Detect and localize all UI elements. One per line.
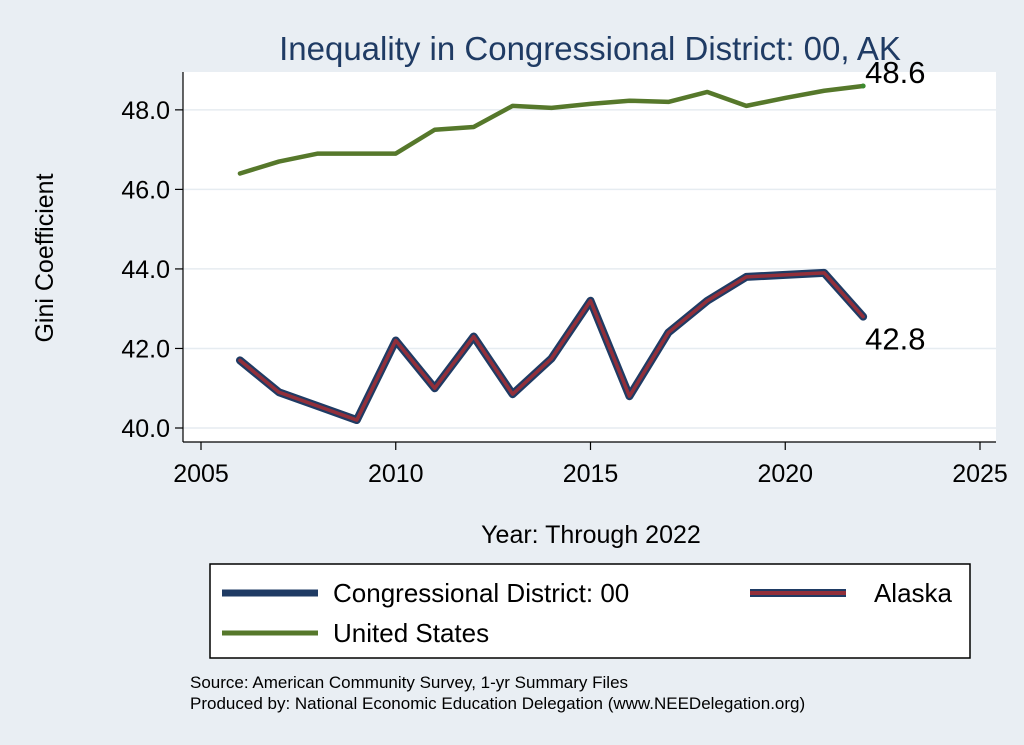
y-tick-label-0: 40.0 [121, 415, 170, 443]
x-tick-label-0: 2005 [173, 460, 229, 488]
legend-box [209, 563, 971, 659]
y-tick-label-2: 44.0 [121, 256, 170, 284]
legend-label-congressional-district: Congressional District: 00 [333, 578, 629, 608]
gridlines [183, 109, 996, 429]
x-tick-label-1: 2010 [368, 460, 424, 488]
y-tick-label-4: 48.0 [121, 97, 170, 125]
y-axis-title: Gini Coefficient [31, 173, 59, 342]
series-line-united-states [237, 83, 866, 176]
end-label-alaska: 42.8 [865, 322, 925, 357]
plot-area [183, 72, 996, 442]
legend-label-united-states: United States [333, 618, 489, 648]
series-line-alaska [238, 271, 865, 422]
x-tick-label-4: 2025 [952, 460, 1008, 488]
united-states-end-marker [860, 83, 866, 89]
producer-line: Produced by: National Economic Education… [190, 694, 805, 713]
series-lines [235, 83, 868, 425]
legend-label-alaska: Alaska [874, 578, 953, 608]
axes: 40.0 42.0 44.0 46.0 48.0 2005 2010 2015 2020 2025 [121, 72, 1008, 488]
x-tick-label-3: 2020 [757, 460, 813, 488]
y-tick-label-3: 46.0 [121, 176, 170, 204]
chart-title: Inequality in Congressional District: 00… [279, 30, 901, 67]
end-label-united-states: 48.6 [865, 55, 925, 90]
x-tick-label-2: 2015 [563, 460, 619, 488]
x-axis-title: Year: Through 2022 [481, 521, 701, 549]
end-labels: 48.6 42.8 [865, 55, 925, 357]
y-tick-label-1: 42.0 [121, 335, 170, 363]
legend: Congressional District: 00 Alaska United… [209, 563, 971, 659]
source-line: Source: American Community Survey, 1-yr … [190, 673, 628, 692]
